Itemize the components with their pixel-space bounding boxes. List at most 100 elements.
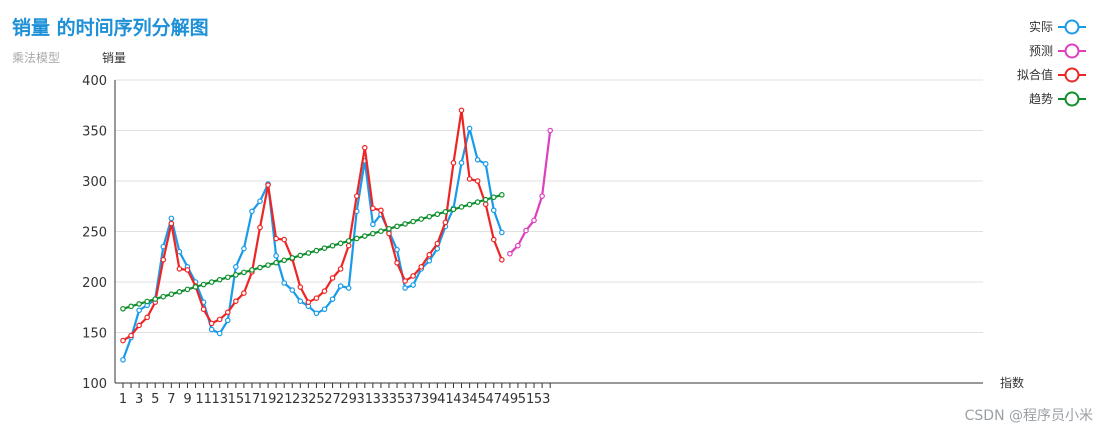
data-point[interactable] [136, 307, 142, 314]
data-point[interactable] [281, 236, 288, 243]
data-point[interactable] [176, 288, 183, 295]
data-point[interactable] [176, 248, 183, 255]
data-point[interactable] [120, 356, 126, 363]
data-point[interactable] [305, 250, 312, 256]
data-point[interactable] [458, 204, 465, 210]
data-point[interactable] [370, 205, 376, 212]
data-point[interactable] [474, 156, 481, 163]
data-point[interactable] [418, 264, 425, 270]
data-point[interactable] [490, 207, 497, 214]
data-point[interactable] [499, 256, 505, 263]
data-point[interactable] [216, 316, 223, 323]
data-point[interactable] [515, 242, 521, 249]
data-point[interactable] [458, 107, 465, 114]
data-point[interactable] [273, 259, 279, 266]
data-point[interactable] [313, 247, 320, 254]
data-point[interactable] [337, 266, 344, 272]
data-point[interactable] [208, 326, 215, 333]
data-point[interactable] [386, 225, 392, 232]
data-point[interactable] [410, 282, 416, 288]
data-point[interactable] [144, 314, 150, 321]
data-point[interactable] [281, 280, 288, 286]
data-point[interactable] [466, 201, 473, 208]
data-point[interactable] [442, 219, 449, 226]
data-point[interactable] [160, 293, 167, 300]
data-point[interactable] [547, 127, 553, 134]
data-point[interactable] [273, 235, 279, 242]
data-point[interactable] [257, 264, 263, 271]
data-point[interactable] [394, 260, 400, 266]
data-point[interactable] [168, 291, 175, 298]
data-point[interactable] [200, 281, 207, 288]
data-point[interactable] [353, 235, 360, 242]
data-point[interactable] [297, 298, 304, 304]
data-point[interactable] [281, 257, 288, 264]
data-point[interactable] [337, 240, 344, 247]
data-point[interactable] [474, 199, 481, 205]
data-point[interactable] [329, 296, 336, 302]
data-point[interactable] [450, 160, 457, 166]
data-point[interactable] [241, 290, 247, 296]
data-point[interactable] [128, 332, 134, 339]
data-point[interactable] [136, 301, 142, 307]
data-point[interactable] [289, 287, 296, 293]
data-point[interactable] [466, 125, 473, 132]
data-point[interactable] [297, 252, 304, 259]
data-point[interactable] [450, 206, 457, 213]
data-point[interactable] [410, 218, 416, 225]
data-point[interactable] [499, 192, 505, 198]
data-point[interactable] [482, 196, 489, 203]
data-point[interactable] [313, 310, 320, 317]
data-point[interactable] [321, 288, 328, 294]
data-point[interactable] [176, 266, 183, 272]
data-point[interactable] [208, 279, 215, 285]
data-point[interactable] [249, 267, 255, 273]
data-point[interactable] [224, 317, 231, 324]
data-point[interactable] [144, 298, 150, 305]
data-point[interactable] [539, 193, 545, 199]
legend-item-实际[interactable]: 实际 [1029, 19, 1086, 35]
data-point[interactable] [434, 245, 441, 252]
data-point[interactable] [442, 209, 449, 215]
data-point[interactable] [426, 257, 433, 264]
data-point[interactable] [394, 223, 400, 230]
data-point[interactable] [321, 245, 328, 251]
data-point[interactable] [474, 178, 481, 184]
data-point[interactable] [394, 246, 400, 253]
data-point[interactable] [523, 227, 529, 234]
data-point[interactable] [257, 224, 263, 231]
legend-item-拟合值[interactable]: 拟合值 [1017, 67, 1086, 83]
data-point[interactable] [418, 216, 425, 222]
data-point[interactable] [233, 272, 239, 278]
data-point[interactable] [329, 275, 336, 281]
data-point[interactable] [216, 330, 223, 337]
data-point[interactable] [192, 284, 199, 290]
data-point[interactable] [426, 213, 433, 220]
data-point[interactable] [289, 255, 296, 261]
data-point[interactable] [208, 320, 215, 327]
data-point[interactable] [305, 299, 312, 306]
data-point[interactable] [490, 236, 497, 243]
data-point[interactable] [499, 229, 505, 236]
data-point[interactable] [329, 242, 336, 249]
data-point[interactable] [345, 285, 352, 291]
data-point[interactable] [152, 296, 159, 302]
data-point[interactable] [345, 238, 352, 244]
data-point[interactable] [184, 286, 191, 293]
data-point[interactable] [386, 230, 392, 237]
data-point[interactable] [353, 193, 360, 199]
data-point[interactable] [233, 264, 239, 270]
data-point[interactable] [337, 283, 344, 289]
data-point[interactable] [370, 221, 376, 228]
data-point[interactable] [402, 285, 408, 291]
data-point[interactable] [434, 240, 441, 247]
data-point[interactable] [233, 298, 239, 304]
data-point[interactable] [120, 337, 126, 344]
data-point[interactable] [482, 201, 489, 208]
data-point[interactable] [321, 306, 328, 313]
data-point[interactable] [168, 215, 175, 222]
data-point[interactable] [273, 252, 279, 259]
data-point[interactable] [241, 245, 247, 252]
data-point[interactable] [402, 221, 408, 227]
